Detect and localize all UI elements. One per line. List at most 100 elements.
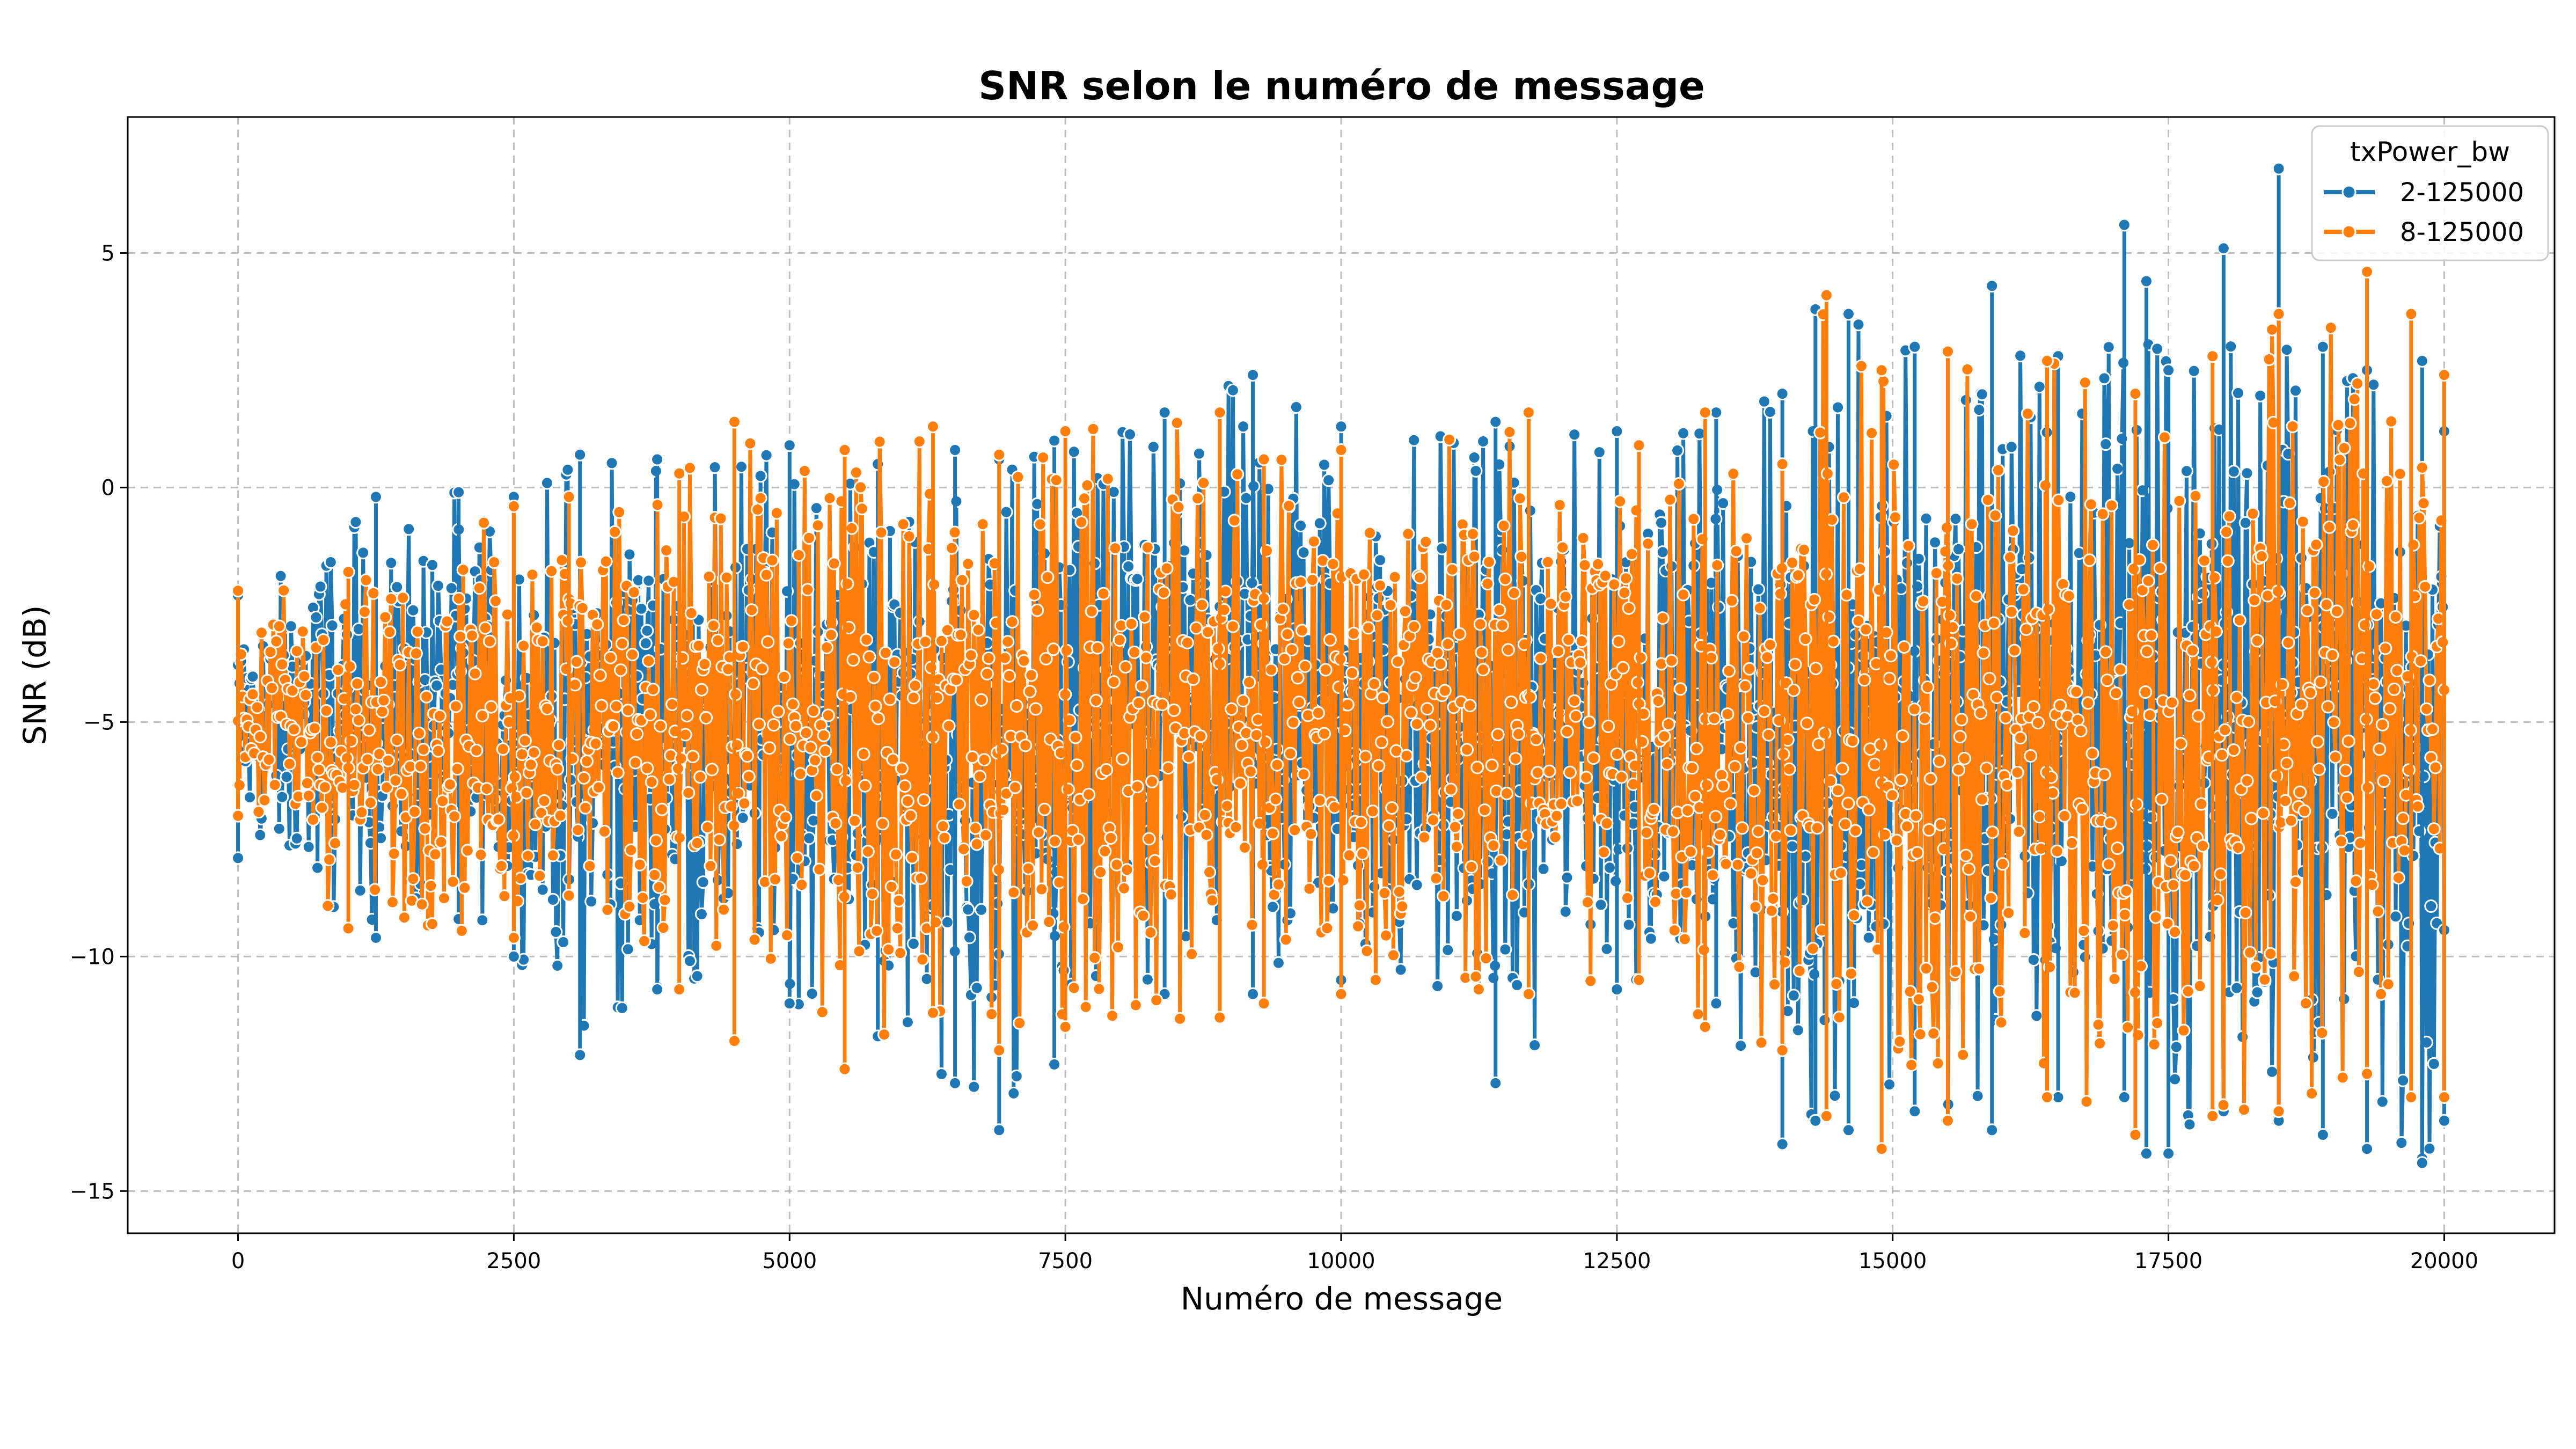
series-point bbox=[1735, 821, 1749, 835]
series-point bbox=[1662, 718, 1675, 731]
series-point bbox=[1766, 892, 1780, 905]
series-point bbox=[795, 878, 809, 892]
series-point bbox=[700, 821, 714, 834]
series-point bbox=[2143, 708, 2157, 722]
series-trough-point bbox=[573, 1048, 587, 1062]
series-point bbox=[1512, 727, 1525, 741]
series-point bbox=[2169, 1040, 2183, 1054]
series-point bbox=[2075, 802, 2089, 816]
series-point bbox=[1993, 984, 2007, 998]
series-point bbox=[1844, 967, 1858, 980]
series-trough-point bbox=[1775, 1043, 1789, 1057]
series-point bbox=[1021, 861, 1035, 875]
series-point bbox=[2053, 699, 2067, 712]
series-point bbox=[253, 828, 267, 842]
series-point bbox=[1884, 649, 1898, 663]
x-tick-label: 12500 bbox=[1583, 1249, 1651, 1274]
series-point bbox=[1503, 425, 1517, 439]
series-point bbox=[2349, 874, 2363, 888]
series-point bbox=[2351, 377, 2365, 391]
series-point bbox=[1067, 981, 1081, 995]
series-point bbox=[1847, 909, 1861, 923]
series-point bbox=[355, 806, 369, 819]
series-point bbox=[743, 436, 757, 450]
series-point bbox=[1431, 979, 1445, 993]
series-point bbox=[1242, 675, 1256, 689]
series-peak-point bbox=[341, 565, 355, 579]
series-point bbox=[2427, 1057, 2441, 1071]
series-point bbox=[416, 743, 430, 756]
series-point bbox=[2231, 386, 2245, 400]
series-point bbox=[1313, 794, 1327, 808]
series-point bbox=[1435, 541, 1449, 555]
series-point bbox=[2369, 608, 2383, 621]
series-point bbox=[1643, 866, 1656, 880]
series-point bbox=[1008, 780, 1022, 794]
series-point bbox=[1477, 803, 1491, 817]
series-point bbox=[961, 557, 975, 571]
series-point bbox=[1236, 694, 1250, 708]
series-trough-point bbox=[1842, 1123, 1856, 1137]
series-point bbox=[606, 719, 620, 733]
series-point bbox=[770, 506, 784, 520]
series-point bbox=[711, 633, 725, 647]
series-point bbox=[579, 801, 592, 815]
series-point bbox=[555, 553, 569, 567]
series-point bbox=[1956, 1048, 1970, 1062]
series-point bbox=[1313, 516, 1327, 530]
series-point bbox=[1431, 646, 1445, 660]
series-point bbox=[912, 435, 926, 448]
series-point bbox=[514, 872, 528, 885]
series-point bbox=[918, 635, 932, 649]
series-point bbox=[1382, 819, 1396, 833]
series-point bbox=[1345, 666, 1359, 680]
series-point bbox=[1600, 816, 1614, 830]
series-point bbox=[1101, 472, 1115, 486]
series-point bbox=[2016, 582, 2030, 596]
series-point bbox=[2014, 731, 2028, 745]
series-trough-point bbox=[1632, 973, 1646, 987]
series-point bbox=[2069, 685, 2083, 699]
series-point bbox=[1130, 780, 1144, 794]
series-point bbox=[1685, 761, 1699, 775]
series-point bbox=[1552, 645, 1565, 658]
series-point bbox=[2250, 634, 2264, 648]
series-point bbox=[323, 853, 336, 867]
series-point bbox=[1726, 467, 1740, 481]
series-point bbox=[246, 670, 260, 684]
series-peak-point bbox=[2216, 241, 2230, 255]
series-point bbox=[1784, 824, 1798, 837]
series-point bbox=[2102, 340, 2116, 354]
series-point bbox=[2012, 825, 2026, 839]
series-point bbox=[2297, 804, 2311, 818]
series-point bbox=[1276, 602, 1290, 616]
series-point bbox=[275, 790, 289, 804]
series-point bbox=[1791, 568, 1805, 582]
series-trough-point bbox=[992, 1123, 1006, 1137]
series-point bbox=[2426, 722, 2439, 736]
series-point bbox=[2238, 906, 2252, 920]
series-trough-point bbox=[1213, 1011, 1227, 1024]
series-point bbox=[682, 786, 696, 800]
series-point bbox=[740, 749, 754, 763]
series-point bbox=[2379, 641, 2392, 655]
series-point bbox=[2253, 389, 2267, 402]
series-point bbox=[515, 748, 529, 762]
series-point bbox=[1346, 627, 1360, 640]
series-trough-point bbox=[1489, 1076, 1503, 1090]
series-point bbox=[849, 466, 863, 479]
series-point bbox=[2325, 807, 2339, 821]
series-point bbox=[2424, 899, 2438, 913]
series-point bbox=[308, 721, 321, 735]
series-point bbox=[368, 883, 382, 897]
series-point bbox=[815, 1005, 829, 1019]
series-point bbox=[1157, 586, 1170, 599]
series-point bbox=[892, 894, 906, 908]
series-point bbox=[1229, 820, 1243, 834]
series-point bbox=[2341, 734, 2355, 748]
series-point bbox=[359, 573, 373, 587]
series-peak-point bbox=[1334, 443, 1348, 457]
series-point bbox=[1469, 970, 1483, 984]
series-point bbox=[1113, 633, 1126, 647]
series-point bbox=[954, 628, 968, 642]
